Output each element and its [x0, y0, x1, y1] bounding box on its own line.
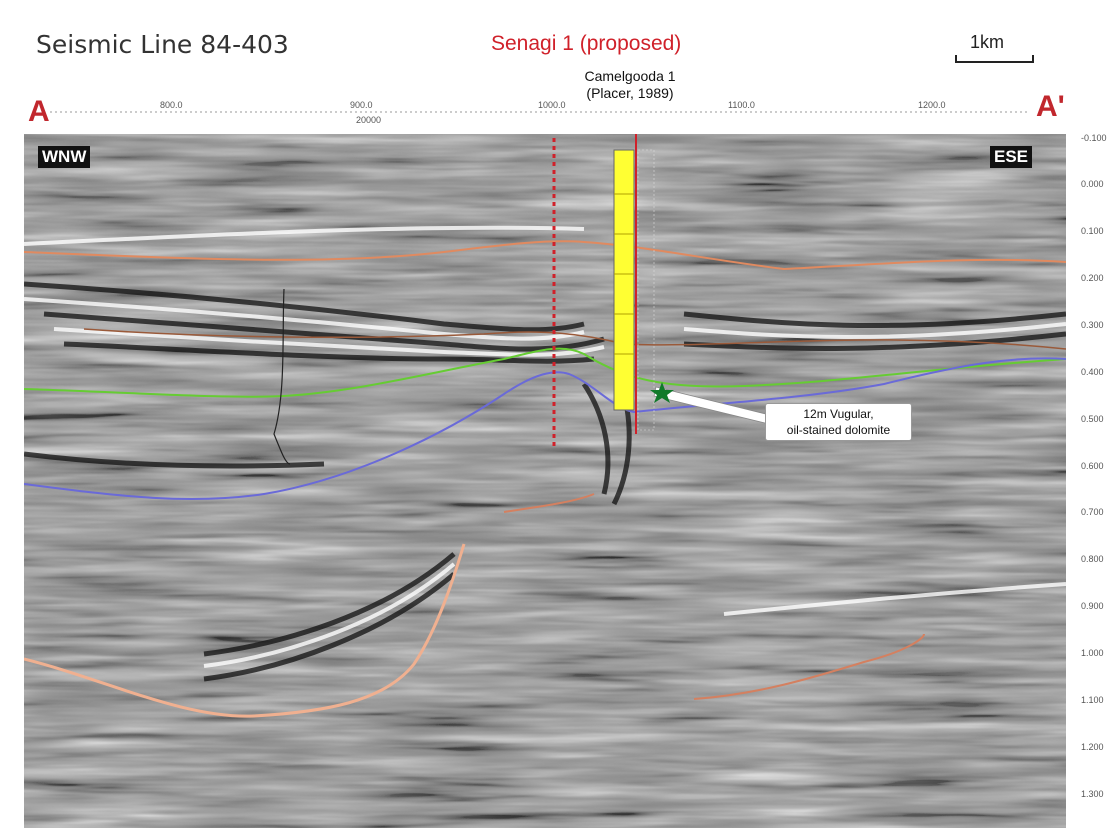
existing-well-name: Camelgooda 1 — [584, 68, 676, 84]
time-axis-label: 0.100 — [1081, 226, 1104, 236]
oil-show-marker — [650, 382, 674, 403]
fault-line — [273, 288, 291, 465]
endpoint-a-prime: A' — [1036, 90, 1065, 123]
top-axis-label: 800.0 — [160, 100, 183, 110]
figure-title: Seismic Line 84-403 — [36, 30, 289, 59]
time-axis-label: 1.200 — [1081, 742, 1104, 752]
horizon-deep-left — [24, 543, 466, 718]
top-axis-label: 1200.0 — [918, 100, 946, 110]
horizon-orange-short — [503, 493, 595, 513]
callout-line-2: oil-stained dolomite — [786, 423, 891, 437]
time-axis-label: 0.800 — [1081, 554, 1104, 564]
top-axis-label: 1000.0 — [538, 100, 566, 110]
seismic-texture — [24, 134, 1066, 828]
scale-label: 1km — [970, 32, 1005, 52]
orientation-wnw: WNW — [38, 146, 91, 168]
proposed-well-label: Senagi 1 (proposed) — [491, 32, 682, 55]
top-axis-label: 1100.0 — [728, 100, 755, 110]
reflectors-dark — [24, 281, 1066, 682]
time-axis-label: 0.600 — [1081, 461, 1104, 471]
time-axis-label: 0.300 — [1081, 320, 1104, 330]
existing-well-label: Camelgooda 1 (Placer, 1989) — [560, 68, 700, 102]
endpoint-a: A — [28, 95, 50, 128]
time-axis-label: 0.500 — [1081, 414, 1104, 424]
time-axis-label: 0.700 — [1081, 507, 1104, 517]
time-axis-label: 1.100 — [1081, 695, 1104, 705]
scale-bar — [955, 55, 1034, 63]
well-track — [637, 149, 655, 431]
well-log-column — [613, 149, 635, 411]
time-axis-label: -0.100 — [1081, 133, 1107, 143]
time-axis-label: 1.000 — [1081, 648, 1104, 658]
time-axis-label: 0.900 — [1081, 601, 1104, 611]
callout-box: 12m Vugular, oil-stained dolomite — [765, 403, 912, 441]
well-log-ticks — [614, 193, 634, 355]
callout-line-1: 12m Vugular, — [803, 407, 874, 421]
horizon-blue — [24, 357, 1066, 501]
top-axis-line — [50, 111, 1030, 113]
orientation-ese: ESE — [990, 146, 1033, 168]
time-axis-label: 0.000 — [1081, 179, 1104, 189]
time-axis-label: 1.300 — [1081, 789, 1104, 799]
time-axis-label: 0.200 — [1081, 273, 1104, 283]
horizon-mid — [83, 328, 1066, 350]
horizon-deep-right — [693, 633, 925, 700]
horizon-green — [24, 347, 1066, 398]
time-axis-label: 0.400 — [1081, 367, 1104, 377]
top-axis-sublabel: 20000 — [356, 115, 382, 125]
top-axis-label: 900.0 — [350, 100, 373, 110]
seismic-section — [24, 134, 1066, 828]
existing-well-detail: (Placer, 1989) — [586, 85, 674, 101]
horizon-shallow — [24, 240, 1066, 271]
reflectors-light — [24, 225, 1066, 668]
